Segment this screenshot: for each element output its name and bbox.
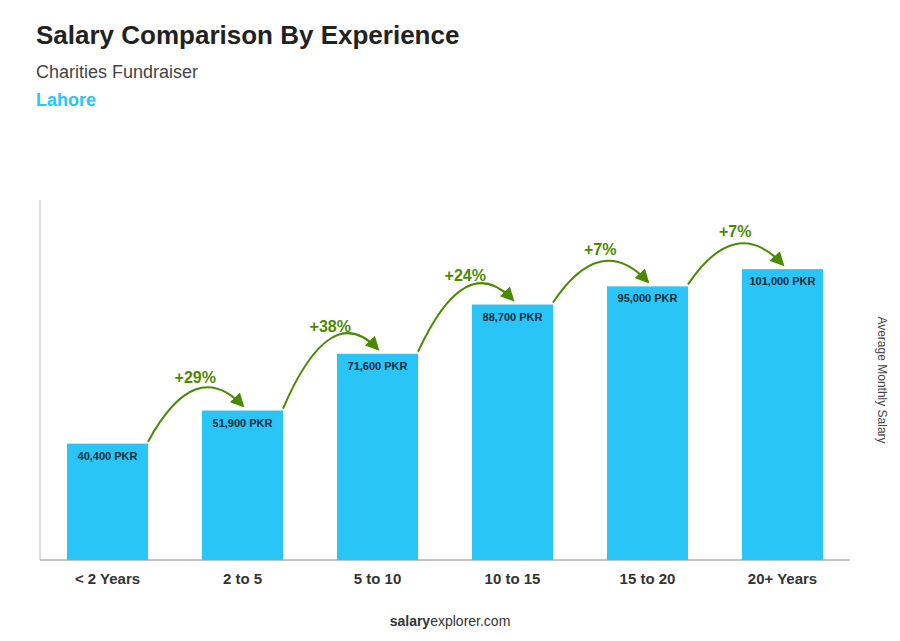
x-tick-label: 2 to 5 xyxy=(223,570,262,587)
data-label: 51,900 PKR xyxy=(213,417,273,429)
y-axis-label: Average Monthly Salary xyxy=(875,316,889,443)
city: Lahore xyxy=(36,90,96,110)
chart: Salary Comparison By Experience Charities… xyxy=(0,0,900,641)
x-tick-label: < 2 Years xyxy=(75,570,140,587)
annotation: +38% xyxy=(310,318,351,335)
x-axis-line xyxy=(40,560,850,561)
growth-arrow xyxy=(418,283,513,352)
data-label: 40,400 PKR xyxy=(78,450,138,462)
y-axis-line xyxy=(40,200,41,560)
annotation: +7% xyxy=(584,241,616,258)
data-label: 71,600 PKR xyxy=(348,360,408,372)
title: Salary Comparison By Experience xyxy=(36,20,459,50)
x-tick-label: 5 to 10 xyxy=(354,570,402,587)
bar xyxy=(607,286,688,560)
bar xyxy=(67,444,148,560)
bars xyxy=(67,269,823,560)
annotation: +29% xyxy=(175,369,216,386)
growth-arrow xyxy=(688,243,783,284)
bar xyxy=(742,269,823,560)
data-label: 95,000 PKR xyxy=(618,292,678,304)
bar xyxy=(202,411,283,560)
bar xyxy=(472,305,553,560)
growth-arrow xyxy=(148,387,243,441)
annotation: +24% xyxy=(445,267,486,284)
x-tick-label: 10 to 15 xyxy=(485,570,541,587)
data-label: 101,000 PKR xyxy=(749,275,815,287)
growth-arrow xyxy=(553,261,648,303)
x-tick-label: 15 to 20 xyxy=(620,570,676,587)
subtitle: Charities Fundraiser xyxy=(36,62,198,82)
footer-bold: salary xyxy=(390,613,431,629)
x-tick-label: 20+ Years xyxy=(748,570,817,587)
data-label: 88,700 PKR xyxy=(483,311,543,323)
growth-arrow xyxy=(283,333,378,408)
footer-normal: explorer.com xyxy=(430,613,510,629)
annotation: +7% xyxy=(719,223,751,240)
footer: salaryexplorer.com xyxy=(390,613,511,629)
bar xyxy=(337,354,418,560)
